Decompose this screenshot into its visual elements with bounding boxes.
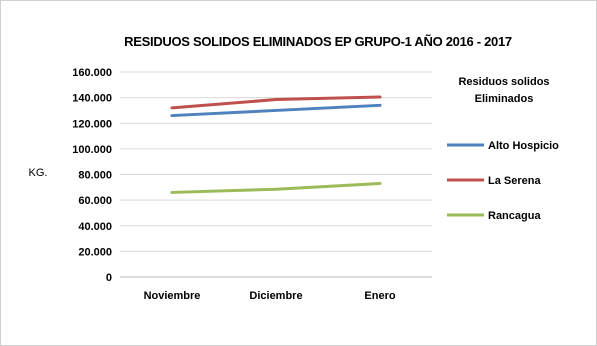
legend-label: Alto Hospicio (488, 140, 559, 152)
legend-label: Rancagua (488, 210, 541, 222)
y-tick-label: 140.000 (72, 93, 112, 105)
legend-label: La Serena (488, 175, 541, 187)
y-tick-label: 120.000 (72, 118, 112, 130)
y-tick-label: 80.000 (78, 170, 112, 182)
legend-title-line2: Eliminados (475, 93, 534, 105)
chart-title: RESIDUOS SOLIDOS ELIMINADOS EP GRUPO-1 A… (124, 34, 512, 49)
y-tick-label: 20.000 (78, 246, 112, 258)
y-tick-label: 0 (106, 272, 112, 284)
x-tick-label: Diciembre (249, 290, 302, 302)
y-tick-label: 40.000 (78, 221, 112, 233)
gridlines (120, 71, 432, 278)
x-tick-labels: Noviembre Diciembre Enero (144, 290, 396, 302)
legend: Residuos solidos Eliminados Alto Hospici… (447, 76, 559, 222)
series-lines (170, 95, 382, 194)
y-axis-label: KG. (29, 167, 48, 179)
series-line-la-serena (170, 95, 382, 110)
y-tick-labels: 0 20.000 40.000 60.000 80.000 100.000 120.000 1… (72, 67, 112, 284)
y-tick-label: 100.000 (72, 144, 112, 156)
x-tick-label: Enero (364, 290, 395, 302)
y-tick-label: 160.000 (72, 67, 112, 79)
x-tick-label: Noviembre (144, 290, 201, 302)
y-tick-label: 60.000 (78, 195, 112, 207)
legend-title-line1: Residuos solidos (458, 76, 549, 88)
series-line-rancagua (170, 181, 382, 194)
series-line-alto-hospicio (170, 103, 382, 118)
